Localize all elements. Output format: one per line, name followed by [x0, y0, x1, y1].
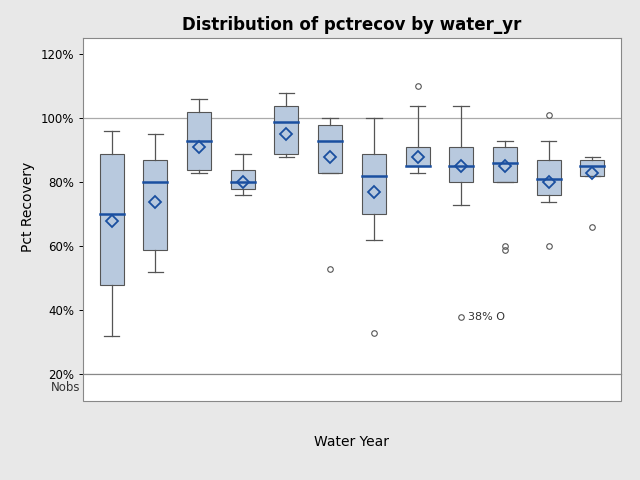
Text: 8: 8: [414, 381, 421, 394]
Text: 7: 7: [589, 381, 596, 394]
Bar: [449, 147, 474, 182]
X-axis label: Water Year: Water Year: [314, 435, 390, 449]
Bar: [537, 160, 561, 195]
Text: 7: 7: [195, 381, 203, 394]
Text: 8: 8: [152, 381, 159, 394]
Text: 9: 9: [501, 381, 509, 394]
Text: 8: 8: [326, 381, 334, 394]
Bar: [318, 125, 342, 173]
Y-axis label: Pct Recovery: Pct Recovery: [21, 161, 35, 252]
Bar: [187, 112, 211, 169]
Bar: [362, 154, 386, 215]
Text: 8: 8: [239, 381, 246, 394]
Bar: [143, 160, 167, 250]
Text: 8: 8: [370, 381, 378, 394]
Title: Distribution of pctrecov by water_yr: Distribution of pctrecov by water_yr: [182, 16, 522, 34]
Text: 7: 7: [283, 381, 290, 394]
Text: 11: 11: [454, 381, 468, 394]
Bar: [275, 106, 298, 154]
Text: Nobs: Nobs: [51, 381, 80, 394]
Bar: [100, 154, 124, 285]
Bar: [230, 169, 255, 189]
Bar: [493, 147, 517, 182]
Text: 13: 13: [541, 381, 556, 394]
Bar: [580, 160, 604, 176]
Text: 38% O: 38% O: [468, 312, 505, 322]
Bar: [406, 147, 429, 167]
Text: 4: 4: [108, 381, 115, 394]
